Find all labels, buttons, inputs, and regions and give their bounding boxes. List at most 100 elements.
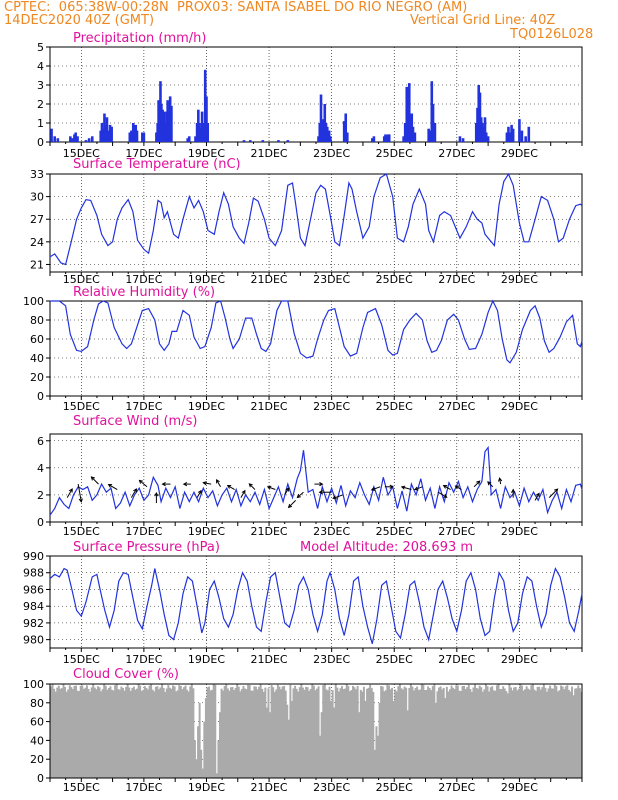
precip-bar	[319, 94, 323, 142]
cloud-bar	[167, 685, 170, 778]
cloud-bar	[553, 684, 556, 778]
cloud-bar	[233, 690, 236, 778]
wind-arrow	[297, 491, 304, 498]
x-tick-label: 19DEC	[188, 147, 225, 160]
cloud-bar	[322, 685, 325, 778]
cloud-bar	[193, 740, 196, 778]
cloud-bar	[438, 687, 441, 778]
x-tick-label: 17DEC	[125, 273, 162, 286]
precip-bar	[53, 136, 56, 142]
cloud-bar	[123, 690, 126, 778]
wind-arrowhead	[197, 489, 202, 495]
cloud-bar	[574, 688, 577, 778]
cloud-bar	[145, 687, 148, 778]
cloud-bar	[400, 688, 403, 778]
cloud-bar	[195, 759, 198, 778]
cloud-bar	[281, 686, 284, 778]
cloud-bar	[466, 687, 469, 778]
precip-bar	[187, 136, 191, 142]
cloud-bar	[414, 688, 417, 778]
wind-arrow	[227, 485, 235, 490]
cloud-bar	[170, 688, 173, 778]
cloud-bar	[156, 686, 159, 778]
panel-title: Precipitation (mm/h)	[73, 31, 206, 46]
y-tick-label: 4	[37, 462, 44, 475]
precip-bar	[411, 126, 415, 142]
x-tick-label: 27DEC	[438, 525, 475, 538]
cloud-bar	[153, 691, 156, 778]
cloud-bar	[369, 684, 372, 778]
cloud-bar	[477, 688, 480, 778]
cloud-bar	[348, 691, 351, 778]
cloud-bar	[306, 687, 309, 778]
cloud-bar	[295, 688, 298, 778]
cloud-bar	[419, 689, 422, 778]
cloud-bar	[564, 686, 567, 778]
cloud-bar	[305, 686, 308, 778]
cloud-bar	[525, 686, 528, 778]
precip-bar	[106, 130, 110, 142]
wind-arrowhead	[107, 483, 113, 488]
cloud-bar	[428, 688, 431, 778]
cloud-bar	[137, 684, 140, 778]
cloud-bar	[459, 690, 462, 778]
cloud-bar	[483, 689, 486, 778]
y-tick-label: 0	[37, 772, 44, 785]
cloud-bar	[362, 686, 365, 778]
precip-bar	[486, 136, 490, 142]
panel-title: Surface Pressure (hPa)	[73, 540, 220, 555]
x-tick-label: 15DEC	[63, 400, 100, 413]
cloud-bar	[398, 684, 401, 778]
wind-arrowhead	[476, 480, 481, 485]
cloud-bar	[162, 687, 165, 778]
cloud-bar	[236, 684, 239, 778]
x-tick-label: 23DEC	[313, 525, 350, 538]
cloud-bar	[347, 685, 350, 778]
cloud-bar	[314, 690, 317, 778]
cloud-bar	[434, 702, 437, 778]
cloud-bar	[456, 685, 459, 778]
wind-arrow	[401, 486, 412, 490]
y-tick-label: 3	[37, 79, 44, 92]
x-tick-label: 29DEC	[501, 525, 538, 538]
wind-arrow	[371, 486, 381, 491]
cloud-bar	[269, 712, 272, 778]
wind-arrowhead	[332, 495, 337, 500]
cloud-bar	[222, 690, 225, 778]
header-date: 14DEC2020 40Z (GMT)	[4, 13, 155, 28]
cloud-bar	[140, 690, 143, 778]
precip-bar	[458, 136, 462, 142]
x-tick-label: 25DEC	[376, 525, 413, 538]
cloud-bar	[136, 688, 139, 778]
wind-arrow	[108, 484, 118, 490]
y-tick-label: 0	[37, 136, 44, 149]
cloud-bar	[463, 685, 466, 778]
cloud-bar	[433, 684, 436, 778]
x-tick-label: 27DEC	[438, 400, 475, 413]
cloud-bar	[89, 691, 92, 778]
cloud-bar	[367, 687, 370, 778]
cloud-bar	[73, 685, 76, 778]
precip-bar	[186, 138, 189, 142]
cloud-bar	[98, 687, 101, 778]
cloud-bar	[366, 688, 369, 778]
cloud-bar	[111, 689, 113, 778]
x-tick-label: 25DEC	[376, 273, 413, 286]
cloud-bar	[503, 688, 506, 778]
wind-arrowhead	[285, 487, 290, 492]
cloud-bar	[439, 686, 442, 778]
cloud-bar	[405, 687, 408, 778]
y-tick-label: 0	[37, 390, 44, 403]
cloud-bar	[571, 686, 574, 778]
x-tick-label: 29DEC	[501, 400, 538, 413]
cloud-bar	[242, 686, 245, 778]
precip-bar	[56, 138, 60, 142]
cloud-bar	[245, 689, 248, 778]
cloud-bar	[229, 687, 232, 778]
wind-arrowhead	[389, 484, 394, 489]
cloud-bar	[247, 684, 250, 778]
x-tick-label: 21DEC	[251, 525, 288, 538]
cloud-bar	[112, 690, 115, 778]
wind-arrow	[240, 490, 246, 498]
cloud-bar	[203, 721, 206, 778]
